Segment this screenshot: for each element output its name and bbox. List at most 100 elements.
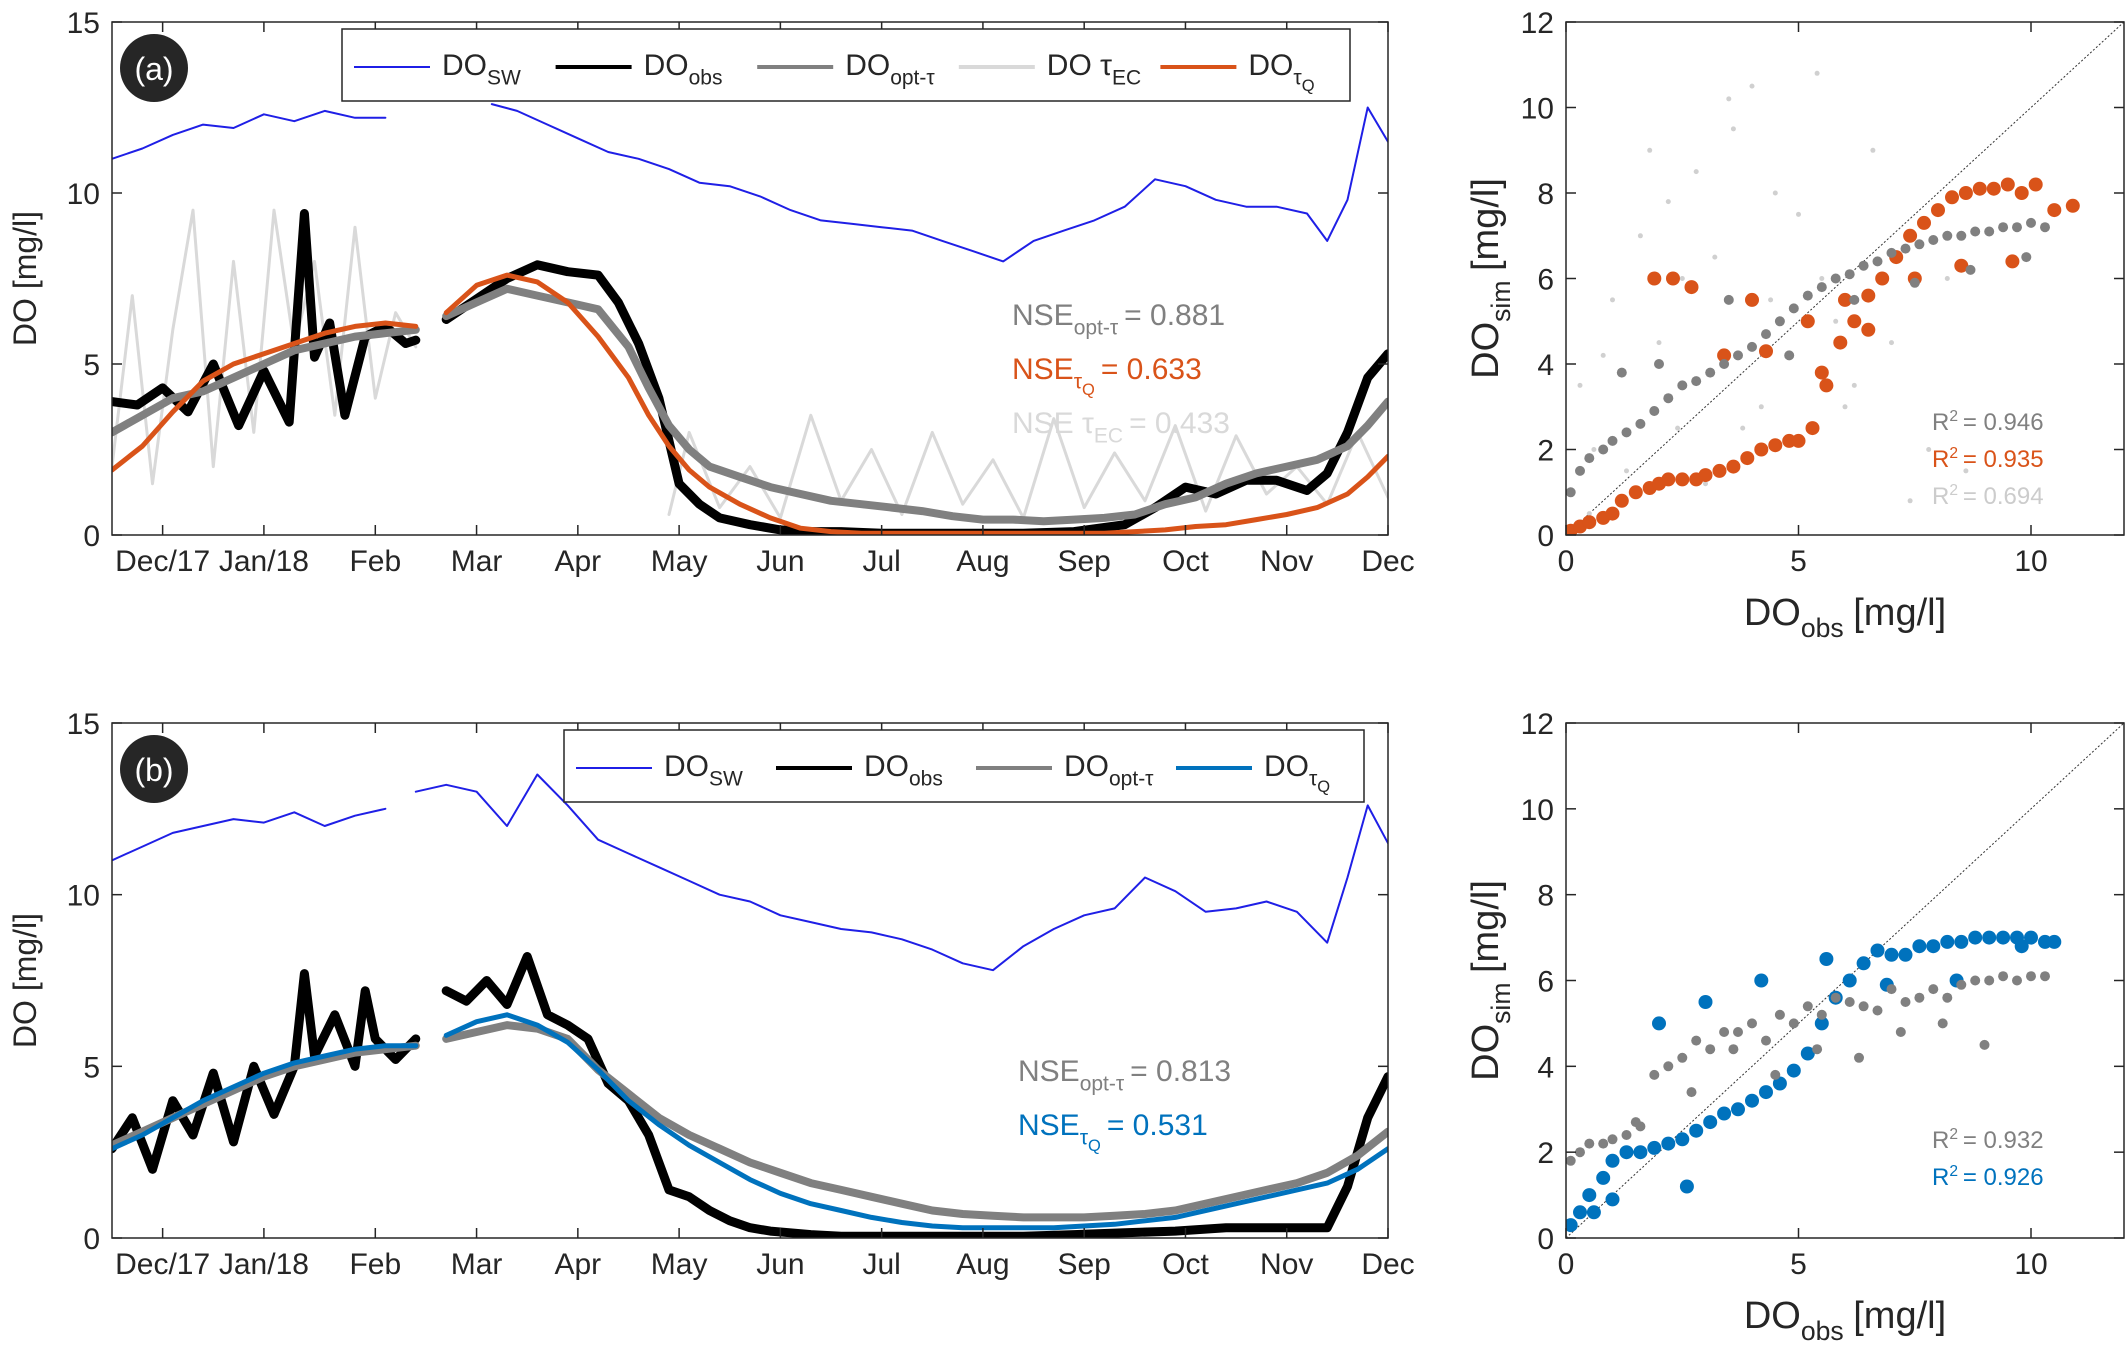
one-to-one-line xyxy=(1566,723,2124,1238)
series-opt-point xyxy=(1830,992,1841,1003)
series-opt-point xyxy=(1956,979,1967,990)
series-opt-point xyxy=(1788,1018,1799,1029)
nse-annotation-base: NSE τ xyxy=(1012,407,1094,440)
series-opt-point xyxy=(1849,294,1860,305)
series-opt-point xyxy=(1607,435,1618,446)
series-q-point xyxy=(1842,973,1857,988)
series-opt-point xyxy=(1649,1069,1660,1080)
y-axis-label: DOsim [mg/l] xyxy=(1465,880,1516,1081)
x-axis-label-base: DO xyxy=(1744,1295,1801,1337)
plot-area xyxy=(1566,22,2124,535)
series-opt-point xyxy=(2026,971,2036,982)
series-ec-point xyxy=(1647,147,1653,153)
series-ec-point xyxy=(1624,468,1629,474)
series-opt-point xyxy=(1970,975,1981,986)
legend-entry-q-base: DO xyxy=(1264,750,1309,783)
series-q-point xyxy=(1684,280,1699,295)
legend-entry-ec-base: DO τ xyxy=(1047,49,1112,82)
x-tick-label: Jun xyxy=(756,545,804,578)
r2-annotation-base: R xyxy=(1932,483,1949,510)
series-opt-point xyxy=(1598,444,1609,455)
r2-annotation-sup: 2 xyxy=(1949,482,1958,499)
x-tick-label: Jul xyxy=(862,1248,900,1281)
series-ec-point xyxy=(1944,276,1950,281)
r2-annotation-base: R xyxy=(1932,409,1949,436)
r2-annotation-sup: 2 xyxy=(1949,1163,1958,1180)
series-opt-point xyxy=(1575,465,1585,476)
legend-entry-opt-base: DO xyxy=(845,49,890,82)
series-q-point xyxy=(1759,344,1773,359)
series-q-point xyxy=(1800,1046,1815,1061)
y-tick-label: 8 xyxy=(1537,178,1554,211)
plot-area xyxy=(1566,723,2124,1238)
series-q-line xyxy=(112,272,1388,535)
r2-annotation: R2 = 0.946 xyxy=(1932,408,2044,436)
x-axis-label-base: DO xyxy=(1744,592,1801,634)
series-q-point xyxy=(1870,943,1885,958)
series-opt-point xyxy=(1844,997,1855,1007)
r2-annotation: R2 = 0.935 xyxy=(1932,445,2044,473)
legend-entry-obs-base: DO xyxy=(644,49,689,82)
series-q-point xyxy=(1740,451,1755,466)
legend-entry-sw: DOSW xyxy=(664,750,743,791)
series-q-point xyxy=(1754,442,1769,457)
series-opt-point xyxy=(1909,277,1920,288)
legend-entry-ec: DO τEC xyxy=(1047,49,1141,90)
panel-badge xyxy=(120,34,188,102)
nse-annotation-base: NSE xyxy=(1012,299,1074,332)
series-opt-point xyxy=(1705,1044,1716,1055)
series-q-point xyxy=(1661,1136,1676,1151)
series-q-point xyxy=(1698,995,1713,1009)
r2-annotation-value: = 0.694 xyxy=(1963,483,2044,510)
series-q-point xyxy=(1745,292,1759,307)
series-opt-point xyxy=(1895,1027,1906,1037)
x-tick-label: 10 xyxy=(2014,1248,2047,1281)
series-opt-point xyxy=(1621,427,1632,438)
series-q-point xyxy=(1954,258,1969,273)
series-opt-point xyxy=(1858,260,1869,271)
r2-annotation-base: R xyxy=(1932,1164,1949,1191)
x-tick-label: Jan/18 xyxy=(219,545,309,578)
series-opt-point xyxy=(1649,406,1660,416)
series-q-point xyxy=(1652,1016,1666,1031)
series-opt-point xyxy=(1886,984,1897,995)
series-opt-point xyxy=(1812,1044,1823,1055)
nse-annotation-value: = 0.433 xyxy=(1129,407,1230,440)
y-tick-label: 0 xyxy=(1537,1223,1554,1256)
series-q-point xyxy=(1898,947,1913,962)
legend: DOSW DOobs DOopt-τ DOτQ xyxy=(563,729,1365,803)
series-q-point xyxy=(1996,930,2011,945)
panel-b: 0 5 10 15 Dec/17 Jan/18 Feb Mar Apr May Jun Jul Aug S… xyxy=(7,708,1415,1281)
series-opt-point xyxy=(1774,1009,1785,1020)
series-opt-point xyxy=(1705,367,1716,378)
series-q-point xyxy=(1838,292,1852,307)
r2-annotation: R2 = 0.926 xyxy=(1932,1163,2044,1191)
series-opt-point xyxy=(1858,1001,1869,1012)
series-q-point xyxy=(2028,177,2043,192)
series-q-point xyxy=(1833,335,1848,350)
x-tick-label: Nov xyxy=(1260,545,1313,578)
series-q-point xyxy=(1861,288,1876,303)
series-opt-point xyxy=(2026,217,2036,228)
x-tick-label: 5 xyxy=(1790,1248,1807,1281)
y-axis-label: DO [mg/l] xyxy=(7,211,43,346)
legend-entry-q-base: DO xyxy=(1248,49,1293,82)
nse-annotation-sub: opt-τ xyxy=(1080,1073,1125,1096)
nse-annotation-value: = 0.633 xyxy=(1101,353,1202,386)
series-opt-point xyxy=(1747,1018,1757,1029)
series-ec-point xyxy=(1656,340,1662,346)
y-tick-label: 4 xyxy=(1537,1051,1554,1084)
x-axis-label-unit: [mg/l] xyxy=(1853,1295,1946,1337)
series-q-point xyxy=(1819,952,1834,966)
legend-entry-q-sub2: Q xyxy=(1302,77,1315,95)
y-tick-label: 10 xyxy=(67,178,100,211)
series-q-point xyxy=(1875,271,1890,286)
r2-annotation: R2 = 0.694 xyxy=(1932,482,2044,510)
r2-annotation-value: = 0.935 xyxy=(1963,446,2044,473)
series-opt-point xyxy=(1677,1052,1688,1063)
series-opt-point xyxy=(2012,222,2022,233)
legend-entry-opt-sub: opt-τ xyxy=(890,67,935,90)
legend: DOSW DOobs DOopt-τ DO τEC DOτQ xyxy=(341,28,1351,102)
nse-annotation-value: = 0.531 xyxy=(1107,1109,1208,1142)
x-tick-label: Apr xyxy=(554,1248,601,1281)
